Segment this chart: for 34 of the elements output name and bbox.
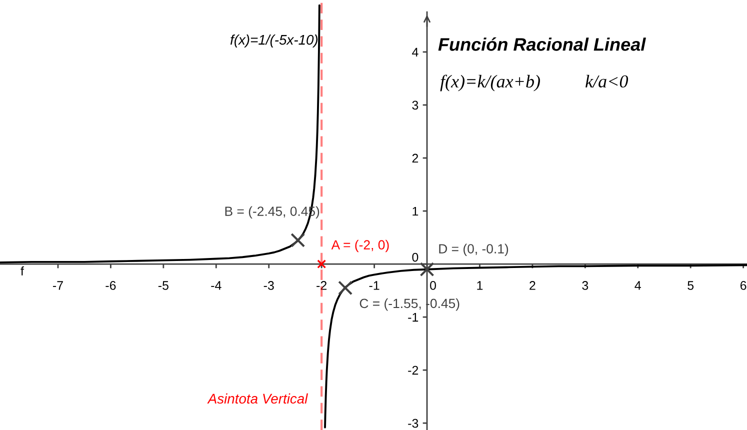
y-tick-label: -2 bbox=[408, 366, 418, 375]
x-tick-label: 2 bbox=[530, 281, 536, 290]
annotation: k/a<0 bbox=[586, 74, 628, 88]
y-tick-label: 0 bbox=[412, 252, 418, 262]
x-tick-label: -5 bbox=[158, 281, 168, 290]
ref-line-label: Asintota Vertical bbox=[207, 393, 308, 404]
annotation: f(x)=k/(ax+b) bbox=[440, 74, 540, 92]
x-tick-label: -1 bbox=[369, 281, 380, 290]
y-tick-label: 4 bbox=[412, 48, 418, 56]
x-tick-label: 3 bbox=[582, 281, 588, 290]
data-label: D = (0, -0.1) bbox=[439, 244, 508, 256]
x-tick-label: 4 bbox=[634, 281, 641, 290]
data-label: A = (-2, 0) bbox=[331, 240, 389, 252]
x-tick-label: -3 bbox=[264, 281, 274, 290]
x-tick-label: 6 bbox=[740, 281, 746, 290]
x-tick-label: 1 bbox=[477, 281, 483, 290]
x-tick-label: -4 bbox=[211, 281, 222, 290]
point bbox=[338, 280, 353, 296]
x-tick-label: 5 bbox=[688, 281, 694, 290]
y-tick-label: 2 bbox=[412, 154, 418, 163]
x-tick-label: 0 bbox=[430, 281, 436, 290]
x-tick-label: -2 bbox=[316, 281, 327, 290]
annotation: f(x)=1/(-5x-10) bbox=[230, 34, 318, 48]
point bbox=[420, 262, 434, 277]
y-tick-label: 1 bbox=[412, 206, 418, 216]
series-label: f bbox=[20, 266, 24, 276]
x-tick-label: -6 bbox=[106, 281, 116, 290]
y-tick-label: -1 bbox=[408, 312, 418, 322]
point bbox=[317, 260, 326, 269]
y-tick-label: -3 bbox=[408, 418, 418, 428]
point bbox=[290, 232, 306, 248]
text: Función Racional Lineal bbox=[438, 37, 646, 51]
y-tick-label: 3 bbox=[412, 100, 418, 110]
x-tick-label: -7 bbox=[52, 281, 63, 290]
